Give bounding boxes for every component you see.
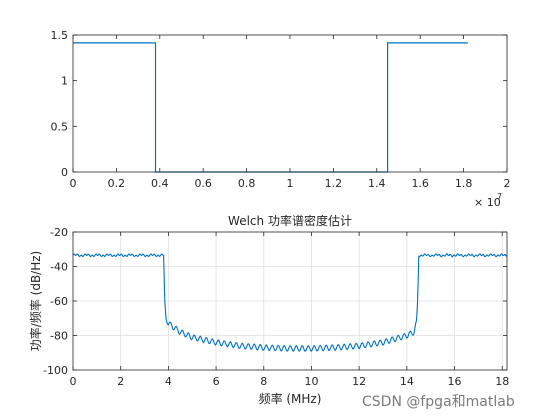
y-tick-label: -60 [50, 295, 68, 308]
x-tick-label: 0.2 [108, 177, 126, 190]
x-tick-label: 0.6 [194, 177, 212, 190]
x-tick-label: 1.4 [368, 177, 386, 190]
top-plot-background [73, 35, 507, 172]
top-y-ticks: 0 0.5 1 1.5 [51, 29, 507, 179]
x-tick-label: 14 [400, 375, 414, 388]
bottom-plot-title: Welch 功率谱密度估计 [228, 213, 352, 228]
top-x-exponent-base: × 10 [474, 196, 501, 209]
x-tick-label: 1 [287, 177, 294, 190]
x-tick-label: 8 [260, 375, 267, 388]
x-tick-label: 1.8 [455, 177, 473, 190]
x-tick-label: 2 [504, 177, 511, 190]
x-tick-label: 0.8 [238, 177, 256, 190]
x-tick-label: 10 [304, 375, 318, 388]
watermark: CSDN @fpga和matlab [362, 394, 515, 410]
x-tick-label: 0.4 [151, 177, 169, 190]
x-tick-label: 16 [448, 375, 462, 388]
x-tick-label: 4 [165, 375, 172, 388]
psd-line [72, 253, 508, 353]
x-tick-label: 12 [352, 375, 366, 388]
y-tick-label: -20 [50, 226, 68, 239]
y-tick-label: 0.5 [51, 120, 69, 133]
y-tick-label: 0 [61, 166, 68, 179]
bottom-y-ticks: -100 -80 -60 -40 -20 [43, 226, 507, 377]
bottom-y-axis-label: 功率/频率 (dB/Hz) [28, 251, 43, 351]
bottom-x-ticks: 0 2 4 6 8 10 12 14 16 18 [70, 232, 509, 388]
x-tick-label: 6 [213, 375, 220, 388]
top-plot: 0 0.2 0.4 0.6 0.8 1 1.2 1.4 1.6 1.8 2 0 0.5 1 1.5 × 1… [51, 29, 511, 209]
x-tick-label: 1.6 [411, 177, 429, 190]
bottom-grid [73, 232, 507, 370]
x-tick-label: 18 [495, 375, 509, 388]
x-tick-label: 0 [70, 177, 77, 190]
x-tick-label: 1.2 [325, 177, 343, 190]
x-tick-label: 2 [117, 375, 124, 388]
y-tick-label: -40 [50, 261, 68, 274]
x-tick-label: 0 [70, 375, 77, 388]
y-tick-label: 1 [61, 75, 68, 88]
bottom-plot: 0 2 4 6 8 10 12 14 16 18 -100 -80 -60 -40 -20 Welch 功… [28, 213, 509, 406]
y-tick-label: -100 [43, 364, 68, 377]
top-x-ticks: 0 0.2 0.4 0.6 0.8 1 1.2 1.4 1.6 1.8 2 [70, 35, 511, 190]
bottom-x-axis-label: 频率 (MHz) [259, 391, 322, 406]
y-tick-label: 1.5 [51, 29, 69, 42]
top-x-exponent-power: 7 [497, 192, 502, 201]
y-tick-label: -80 [50, 330, 68, 343]
